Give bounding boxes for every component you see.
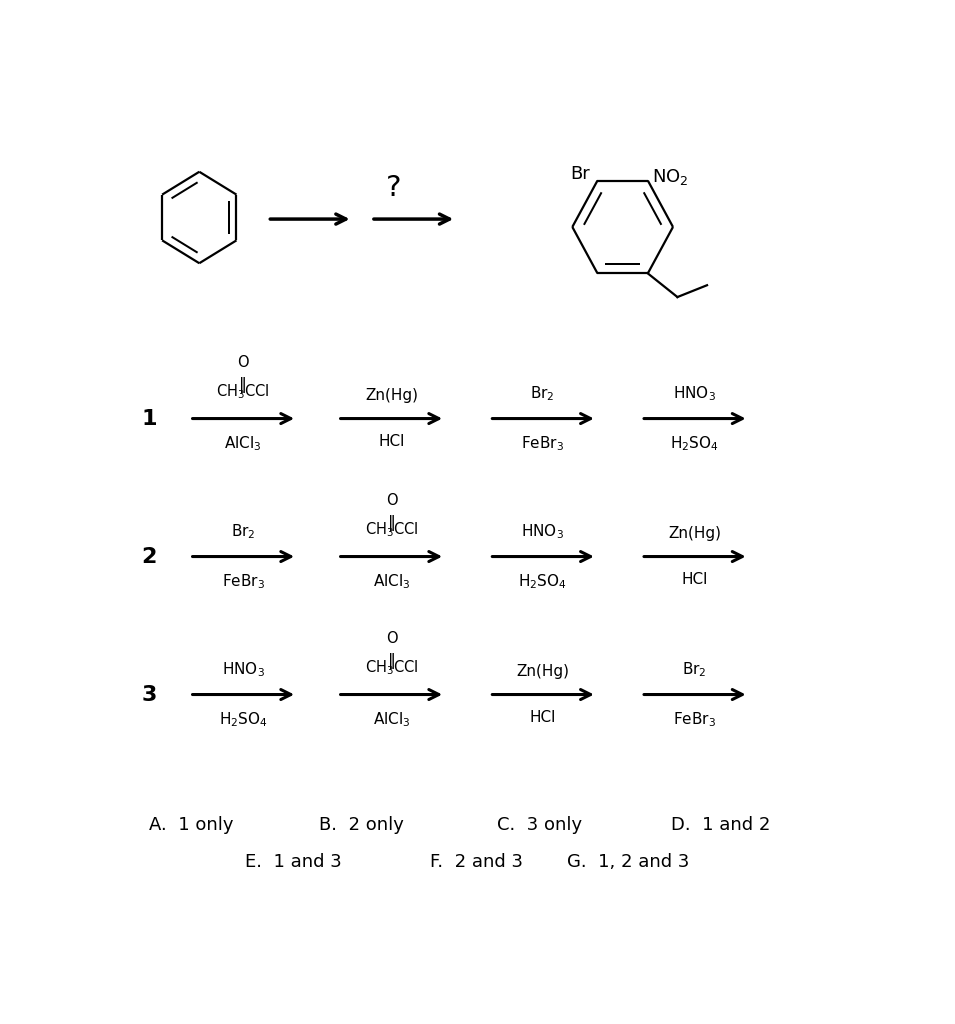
Text: Zn(Hg): Zn(Hg) (668, 525, 721, 541)
Text: 3: 3 (141, 684, 157, 705)
Text: ‖: ‖ (388, 652, 395, 669)
Text: HNO$_3$: HNO$_3$ (673, 384, 716, 402)
Text: AlCl$_3$: AlCl$_3$ (373, 711, 411, 729)
Text: 1: 1 (141, 409, 157, 429)
Text: Zn(Hg): Zn(Hg) (517, 664, 569, 679)
Text: Br$_2$: Br$_2$ (530, 384, 555, 402)
Text: ‖: ‖ (239, 377, 247, 392)
Text: B.  2 only: B. 2 only (319, 816, 404, 834)
Text: HCl: HCl (681, 572, 708, 588)
Text: H$_2$SO$_4$: H$_2$SO$_4$ (670, 434, 719, 453)
Text: H$_2$SO$_4$: H$_2$SO$_4$ (519, 572, 567, 591)
Text: CH$_3$CCl: CH$_3$CCl (365, 658, 418, 677)
Text: FeBr$_3$: FeBr$_3$ (673, 711, 716, 729)
Text: F.  2 and 3: F. 2 and 3 (430, 853, 523, 871)
Text: ?: ? (386, 173, 401, 202)
Text: O: O (386, 493, 397, 508)
Text: AlCl$_3$: AlCl$_3$ (373, 572, 411, 591)
Text: AlCl$_3$: AlCl$_3$ (224, 434, 262, 453)
Text: O: O (237, 354, 249, 370)
Text: H$_2$SO$_4$: H$_2$SO$_4$ (219, 711, 267, 729)
Text: D.  1 and 2: D. 1 and 2 (670, 816, 770, 834)
Text: E.  1 and 3: E. 1 and 3 (245, 853, 342, 871)
Text: A.  1 only: A. 1 only (149, 816, 233, 834)
Text: C.  3 only: C. 3 only (497, 816, 582, 834)
Text: HNO$_3$: HNO$_3$ (521, 522, 564, 541)
Text: CH$_3$CCl: CH$_3$CCl (216, 383, 269, 401)
Text: HCl: HCl (529, 711, 556, 725)
Text: FeBr$_3$: FeBr$_3$ (521, 434, 564, 453)
Text: Br$_2$: Br$_2$ (682, 660, 707, 679)
Text: Br$_2$: Br$_2$ (231, 522, 255, 541)
Text: CH$_3$CCl: CH$_3$CCl (365, 520, 418, 540)
Text: FeBr$_3$: FeBr$_3$ (222, 572, 265, 591)
Text: ‖: ‖ (388, 515, 395, 530)
Text: G.  1, 2 and 3: G. 1, 2 and 3 (567, 853, 690, 871)
Text: 2: 2 (141, 547, 157, 566)
Text: O: O (386, 631, 397, 646)
Text: Br: Br (570, 165, 590, 183)
Text: NO$_2$: NO$_2$ (652, 167, 689, 186)
Text: Zn(Hg): Zn(Hg) (365, 388, 418, 402)
Text: HCl: HCl (378, 434, 405, 450)
Text: HNO$_3$: HNO$_3$ (222, 660, 265, 679)
